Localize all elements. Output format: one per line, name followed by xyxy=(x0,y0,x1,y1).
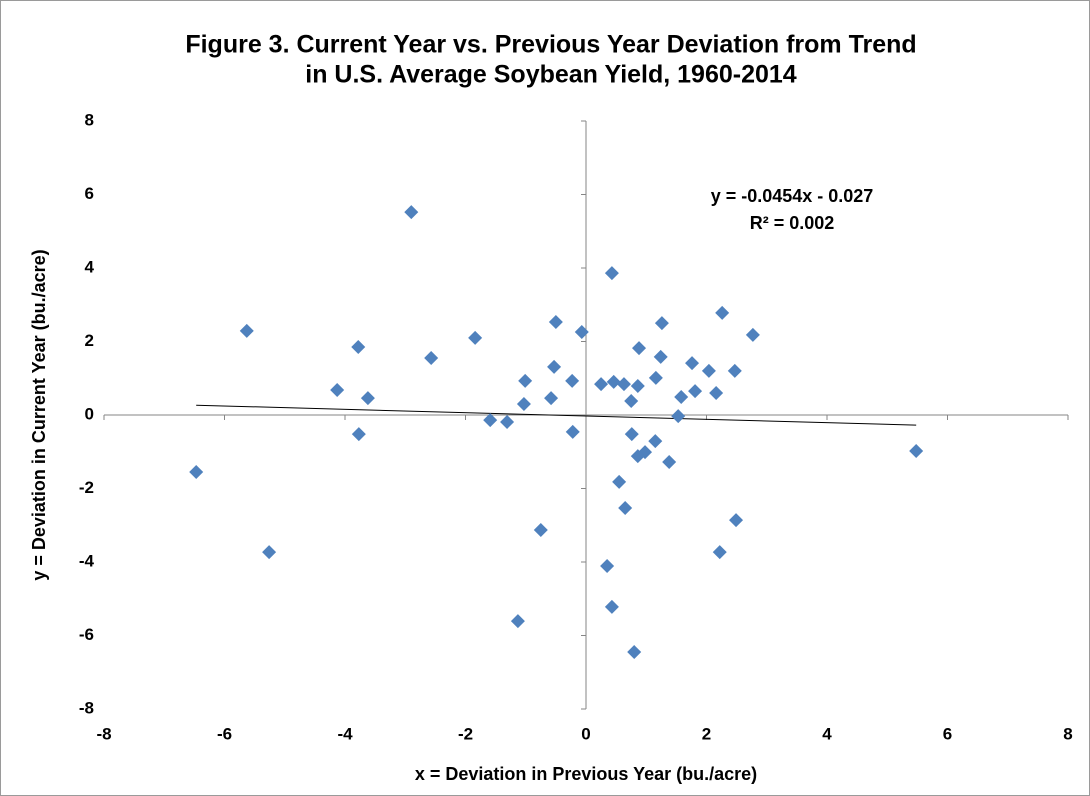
x-tick-label: 8 xyxy=(1063,724,1072,743)
point xyxy=(548,315,563,330)
point xyxy=(654,316,669,331)
x-tick-label: 2 xyxy=(702,724,711,743)
point xyxy=(727,363,742,378)
point xyxy=(648,370,663,385)
point xyxy=(351,340,366,355)
r-squared: R² = 0.002 xyxy=(750,213,835,233)
point xyxy=(715,305,730,320)
point xyxy=(600,559,615,574)
point xyxy=(630,449,645,464)
point xyxy=(510,614,525,629)
point xyxy=(709,385,724,400)
point xyxy=(688,384,703,399)
chart-title: in U.S. Average Soybean Yield, 1960-2014 xyxy=(305,61,797,89)
point xyxy=(351,427,366,442)
point xyxy=(500,414,515,429)
point xyxy=(239,323,254,338)
y-tick-label: 4 xyxy=(85,257,95,276)
point xyxy=(685,356,700,371)
point xyxy=(624,394,639,409)
point xyxy=(612,474,627,489)
point xyxy=(618,500,633,515)
point xyxy=(516,396,531,411)
x-tick-label: 4 xyxy=(822,724,832,743)
trendline xyxy=(196,404,917,426)
point xyxy=(653,349,668,364)
point xyxy=(330,383,345,398)
equation: y = -0.0454x - 0.027 xyxy=(711,186,874,206)
point xyxy=(594,377,609,392)
x-tick-label: -6 xyxy=(217,724,232,743)
point xyxy=(604,266,619,281)
point xyxy=(616,377,631,392)
point xyxy=(262,545,277,560)
y-tick-label: 8 xyxy=(85,110,94,129)
point xyxy=(565,424,580,439)
point xyxy=(729,513,744,528)
y-tick-label: -8 xyxy=(79,698,94,717)
point xyxy=(712,545,727,560)
y-tick-label: 0 xyxy=(85,404,94,423)
point xyxy=(533,523,548,538)
point xyxy=(627,645,642,660)
point xyxy=(662,455,677,470)
point xyxy=(745,327,760,342)
point xyxy=(483,413,498,428)
x-tick-label: 6 xyxy=(943,724,952,743)
y-tick-label: -6 xyxy=(79,625,94,644)
y-axis-title: y = Deviation in Current Year (bu./acre) xyxy=(29,249,49,580)
point xyxy=(606,374,621,389)
point xyxy=(189,464,204,479)
y-tick-label: 2 xyxy=(85,331,94,350)
point xyxy=(424,351,439,366)
point xyxy=(648,434,663,449)
chart-title: Figure 3. Current Year vs. Previous Year… xyxy=(185,31,916,59)
y-tick-label: -4 xyxy=(79,551,95,570)
point xyxy=(604,599,619,614)
point xyxy=(360,391,375,406)
point xyxy=(674,389,689,404)
point xyxy=(671,409,686,424)
y-tick-label: 6 xyxy=(85,184,94,203)
point xyxy=(518,373,533,388)
point xyxy=(574,324,589,339)
x-axis-title: x = Deviation in Previous Year (bu./acre… xyxy=(415,764,757,784)
point xyxy=(547,359,562,374)
x-tick-label: -8 xyxy=(96,724,111,743)
x-tick-label: 0 xyxy=(581,724,590,743)
x-tick-label: -2 xyxy=(458,724,473,743)
point xyxy=(468,330,483,345)
point xyxy=(630,378,645,393)
point xyxy=(404,205,419,220)
point xyxy=(632,341,647,356)
point xyxy=(909,444,924,459)
point xyxy=(565,373,580,388)
point xyxy=(701,363,716,378)
x-tick-label: -4 xyxy=(337,724,353,743)
point xyxy=(624,427,639,442)
y-tick-label: -2 xyxy=(79,478,94,497)
point xyxy=(544,391,559,406)
